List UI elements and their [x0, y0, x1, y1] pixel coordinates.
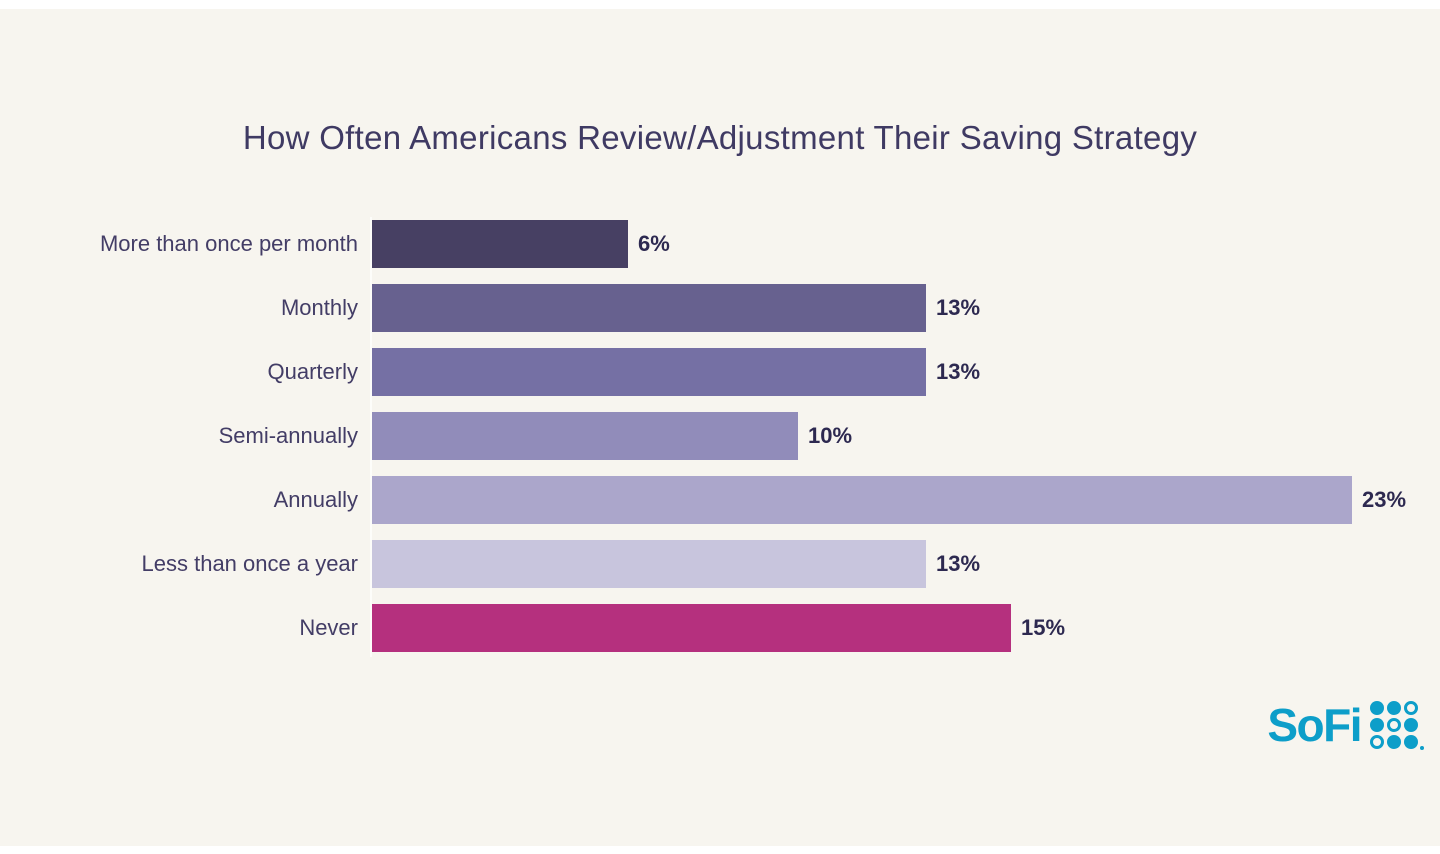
chart-row: Monthly 13%: [0, 284, 1440, 332]
value-label: 6%: [638, 231, 670, 256]
y-axis-line: [370, 217, 372, 657]
bar: [372, 540, 926, 588]
bar-rows: More than once per month 6% Monthly 13% Quar…: [0, 220, 1440, 652]
category-label: Less than once a year: [141, 551, 358, 576]
sofi-wordmark: SoFi: [1267, 699, 1362, 751]
bar-track: 15%: [372, 604, 1440, 652]
bar: [372, 348, 926, 396]
filled-dot: [1370, 718, 1384, 732]
bar: [372, 604, 1011, 652]
bar: [372, 476, 1352, 524]
filled-dot: [1404, 718, 1418, 732]
bar: [372, 284, 926, 332]
category-label: Quarterly: [267, 359, 358, 384]
sofi-grid-icon: [1370, 701, 1424, 750]
outline-dot: [1404, 701, 1418, 715]
chart-row: Semi-annually 10%: [0, 412, 1440, 460]
bar: [372, 220, 628, 268]
bar-track: 13%: [372, 348, 1440, 396]
category-label: Annually: [273, 487, 358, 512]
bar-track: 13%: [372, 284, 1440, 332]
chart-row: Never 15%: [0, 604, 1440, 652]
value-label: 13%: [936, 295, 981, 320]
chart-row: More than once per month 6%: [0, 220, 1440, 268]
filled-dot: [1387, 735, 1401, 749]
top-edge-strip: [0, 0, 1440, 9]
category-label: Never: [299, 615, 358, 640]
value-label: 10%: [808, 423, 853, 448]
bar-chart: More than once per month 6% Monthly 13% Quar…: [0, 217, 1440, 668]
value-label: 13%: [936, 551, 981, 576]
outline-dot: [1387, 718, 1401, 732]
bar-track: 23%: [372, 476, 1440, 524]
category-label: Monthly: [280, 295, 358, 320]
chart-title: How Often Americans Review/Adjustment Th…: [242, 119, 1198, 156]
bar: [372, 412, 798, 460]
trademark-dot: [1420, 746, 1424, 750]
bar-track: 6%: [372, 220, 1440, 268]
chart-row: Quarterly 13%: [0, 348, 1440, 396]
category-label: Semi-annually: [218, 423, 358, 448]
bar-track: 10%: [372, 412, 1440, 460]
bottom-edge-strip: [0, 846, 1440, 854]
chart-row: Less than once a year 13%: [0, 540, 1440, 588]
value-label: 15%: [1021, 615, 1066, 640]
filled-dot: [1404, 735, 1418, 749]
value-label: 13%: [936, 359, 981, 384]
chart-row: Annually 23%: [0, 476, 1440, 524]
category-label: More than once per month: [99, 231, 358, 256]
bar-track: 13%: [372, 540, 1440, 588]
sofi-logo: SoFi: [1267, 699, 1424, 751]
filled-dot: [1370, 701, 1384, 715]
filled-dot: [1387, 701, 1401, 715]
outline-dot: [1370, 735, 1384, 749]
value-label: 23%: [1362, 487, 1407, 512]
